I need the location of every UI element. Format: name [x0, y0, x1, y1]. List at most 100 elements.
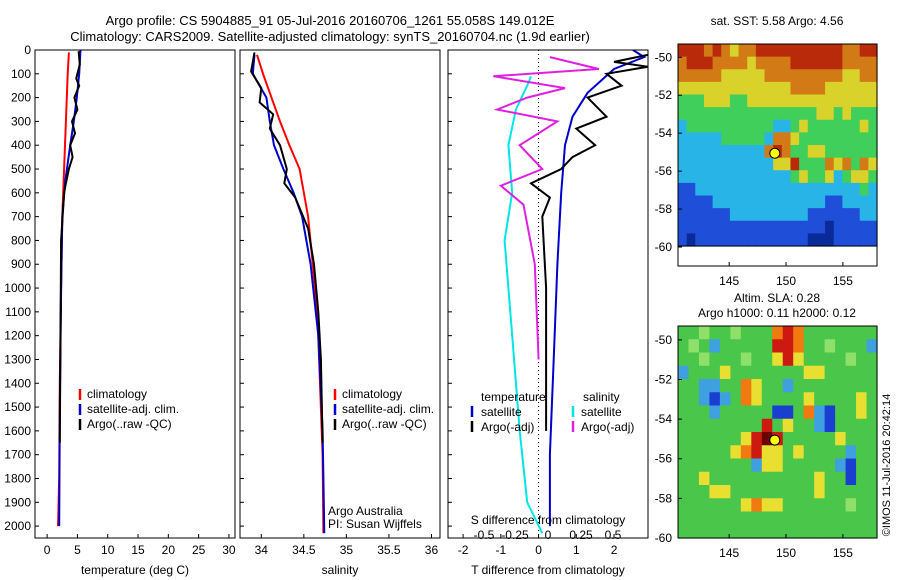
sla-map-cell [740, 432, 752, 446]
sst-map-cell [781, 220, 792, 234]
sla-map-cell [814, 405, 826, 420]
sst-map-cell [764, 195, 774, 209]
sla-map-cell [856, 339, 868, 354]
sst-map-cell [678, 94, 688, 108]
sst-map-cell [686, 44, 696, 58]
sst-map-cell [703, 233, 714, 247]
temperature-profile-series-2 [58, 51, 81, 443]
depth-tick-label-7: 700 [11, 210, 31, 224]
sst-map-cell [859, 69, 869, 83]
sla-map-cell [866, 458, 878, 473]
sst-map-cell [712, 220, 722, 234]
sla-map-cell [698, 379, 711, 393]
depth-tick-label-16: 1600 [4, 424, 31, 438]
sst-map-ytick-label-5: -60 [655, 240, 673, 254]
sst-map-cell [807, 182, 818, 197]
sla-map-cell [803, 339, 815, 354]
sla-map-cell [678, 485, 690, 499]
difference-profile-series-1 [529, 53, 648, 431]
sst-map-cell [816, 107, 826, 121]
sla-map-title-line-1: Altim. SLA: 0.28 [734, 291, 820, 305]
sst-map-cell [851, 220, 861, 234]
sla-map-cell [730, 485, 742, 499]
sla-map-xtick-label-1: 150 [776, 546, 796, 560]
sla-map-cell [814, 432, 826, 446]
sla-map-cell [845, 432, 857, 446]
sst-map-cell [825, 56, 835, 70]
sst-map-cell [799, 170, 809, 184]
sla-map-ytick-label-2: -54 [655, 412, 673, 426]
sst-map-cell [686, 208, 696, 222]
sst-map-cell [851, 195, 861, 209]
sst-map-cell [695, 233, 705, 247]
sla-map-cell [719, 432, 731, 446]
sst-map-cell [755, 119, 766, 133]
sst-map-cell [799, 145, 809, 159]
depth-tick-label-19: 1900 [4, 495, 31, 509]
depth-tick-label-14: 1400 [4, 376, 31, 390]
sla-map-cell [761, 498, 773, 513]
sla-map-cell [835, 432, 847, 446]
sst-map-cell [781, 107, 792, 121]
sla-map-cell [740, 326, 752, 340]
sla-map-cell [814, 352, 826, 367]
sst-map-cell [695, 182, 705, 197]
sst-map-cell [755, 170, 766, 184]
sla-map-cell [719, 379, 731, 393]
sla-map-cell [772, 326, 784, 340]
diff-legend-heading-salinity: salinity [583, 390, 620, 404]
sst-map-cell [747, 81, 757, 96]
sst-map-cell [721, 44, 731, 58]
sst-map-cell [678, 56, 688, 70]
sla-map-cell [835, 445, 847, 460]
sst-map-cell [868, 182, 878, 197]
sst-map-cell [842, 119, 852, 133]
sla-map-cell [698, 524, 711, 539]
sst-map-cell [755, 132, 766, 146]
sla-map-cell [688, 524, 700, 539]
sst-map-cell [816, 208, 826, 222]
sst-map-cell [695, 94, 705, 108]
sst-map-cell [703, 107, 714, 121]
sst-map-cell [738, 119, 748, 133]
sst-map-xtick-label-2: 155 [833, 274, 853, 288]
sst-map-cell [678, 69, 688, 83]
sla-map-cell [824, 405, 836, 420]
sla-map-cell [761, 511, 773, 526]
sla-map-cell [688, 379, 700, 393]
sst-map-cell [703, 94, 714, 108]
sla-map-cell [782, 392, 794, 407]
depth-tick-label-5: 500 [11, 162, 31, 176]
sst-map-cell [764, 208, 774, 222]
sst-map-cell [721, 56, 731, 70]
sla-map-cell [835, 379, 847, 393]
sla-map-cell [709, 498, 721, 513]
sla-map-cell [835, 458, 847, 473]
sla-map-cell [678, 524, 690, 539]
sla-map-cell [793, 392, 805, 407]
depth-tick-label-11: 1100 [5, 305, 31, 319]
sla-map-cell [824, 379, 836, 393]
sla-map-cell [740, 392, 752, 407]
sst-map-cell [712, 81, 722, 96]
sst-map-cell [773, 81, 783, 96]
sst-map-cell [738, 220, 748, 234]
depth-tick-label-12: 1200 [4, 329, 31, 343]
sst-map-cell [851, 69, 861, 83]
sst-map-cell [868, 132, 878, 146]
temperature-profile-xtick-label-0: 0 [44, 543, 51, 557]
sst-map-cell [825, 107, 835, 121]
sst-map-cell [859, 119, 869, 133]
sla-map-cell [719, 524, 731, 539]
sst-map-cell [729, 220, 740, 234]
temperature-profile-xtick-label-6: 30 [222, 543, 236, 557]
sst-map-cell [781, 119, 792, 133]
sla-map-cell [866, 524, 878, 539]
sla-map-cell [814, 326, 826, 340]
sst-map-cell [703, 195, 714, 209]
sst-map-cell [773, 220, 783, 234]
sst-map-cell [678, 145, 688, 159]
sst-map-cell [799, 107, 809, 121]
sst-map-cell [781, 157, 792, 171]
sst-map-cell [764, 56, 774, 70]
